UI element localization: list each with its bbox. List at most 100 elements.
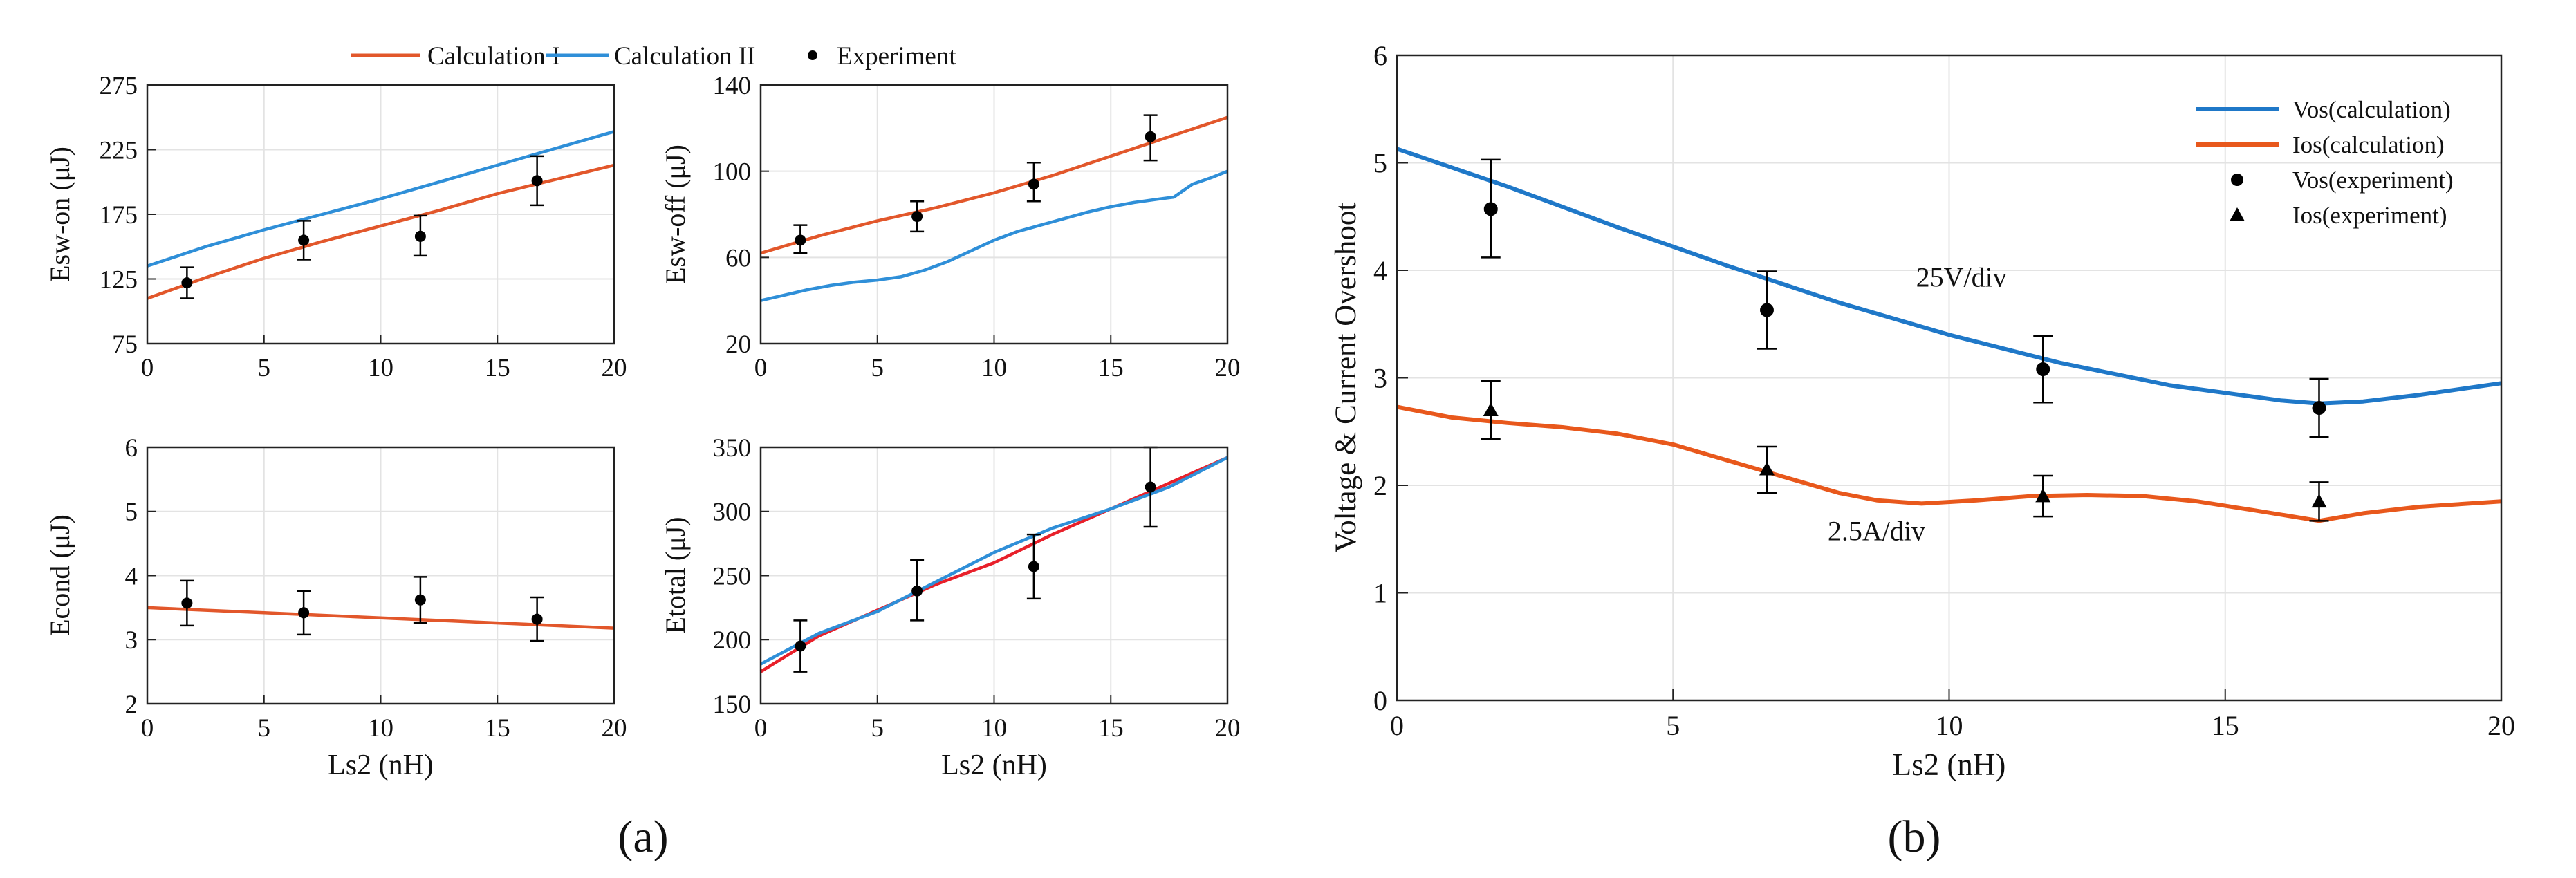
series-line-calculation-ii xyxy=(147,130,615,268)
annotation-2-5a-div: 2.5A/div xyxy=(1828,515,1925,546)
legend-marker-ios-experiment xyxy=(2230,207,2245,221)
x-tick-label-0: 0 xyxy=(754,354,768,382)
chart-overshoot: 0 5 10 15 20 0 1 2 3 4 5 6 Voltage & Current Oversho… xyxy=(1330,40,2515,782)
y-tick-label-1: 3 xyxy=(125,626,138,655)
chart-esw_on: 0 5 10 15 20 75 125 175 225 275 Esw-on (μJ) xyxy=(44,72,627,382)
y-tick-label-1: 60 xyxy=(725,244,751,272)
y-tick-label-0: 2 xyxy=(125,691,138,719)
y-tick-label-2: 100 xyxy=(713,158,752,187)
ios-experiment-point-3 xyxy=(2311,494,2327,508)
x-tick-label-0: 0 xyxy=(141,714,154,742)
y-tick-label-1: 125 xyxy=(100,265,138,294)
x-tick-label-2: 10 xyxy=(1936,710,1963,741)
x-axis-label: Ls2 (nH) xyxy=(1893,747,2006,782)
y-tick-label-3: 3 xyxy=(1373,363,1387,394)
experiment-point-3 xyxy=(1145,131,1156,142)
y-tick-label-3: 225 xyxy=(100,136,138,165)
vos-experiment-point-2 xyxy=(2036,362,2050,377)
experiment-point-2 xyxy=(1028,178,1039,190)
x-tick-label-2: 10 xyxy=(368,714,393,742)
x-tick-label-0: 0 xyxy=(754,714,768,742)
x-tick-label-2: 10 xyxy=(981,714,1007,742)
legend-label-experiment: Experiment xyxy=(837,42,956,71)
y-tick-label-2: 2 xyxy=(1373,470,1387,501)
y-axis-label: Esw-on (μJ) xyxy=(44,147,75,282)
experiment-point-0 xyxy=(181,597,193,609)
panel-label-a: (a) xyxy=(618,812,668,862)
x-tick-label-2: 10 xyxy=(368,354,393,382)
ios-experiment-point-1 xyxy=(1759,461,1775,476)
experiment-point-3 xyxy=(531,175,543,187)
x-tick-label-1: 5 xyxy=(1666,710,1680,741)
experiment-point-1 xyxy=(911,585,923,597)
experiment-point-2 xyxy=(414,594,426,606)
x-tick-label-3: 15 xyxy=(1098,714,1124,742)
experiment-point-0 xyxy=(795,640,806,652)
x-axis-label: Ls2 (nH) xyxy=(328,749,434,781)
experiment-point-1 xyxy=(911,211,923,223)
experiment-point-2 xyxy=(414,230,426,242)
series-line-vos-calculation- xyxy=(1396,147,2502,406)
y-tick-label-0: 20 xyxy=(725,330,751,359)
y-axis-label: Voltage & Current Overshoot xyxy=(1330,203,1362,553)
overshoot-legend: Vos(calculation) Ios(calculation) Vos(expe… xyxy=(2196,96,2454,229)
y-tick-label-1: 1 xyxy=(1373,578,1387,609)
x-tick-label-4: 20 xyxy=(2487,710,2515,741)
panel-a-legend: Calculation I Calculation II Experiment xyxy=(351,42,956,71)
ios-experiment-point-2 xyxy=(2035,488,2051,503)
y-tick-label-0: 150 xyxy=(713,691,752,719)
vos-experiment-point-1 xyxy=(1759,303,1774,317)
legend-label-vos-experiment: Vos(experiment) xyxy=(2292,167,2454,194)
experiment-point-0 xyxy=(795,234,806,246)
x-tick-label-1: 5 xyxy=(258,714,271,742)
x-tick-label-0: 0 xyxy=(141,354,154,382)
ios-experiment-point-0 xyxy=(1483,402,1499,416)
y-tick-label-3: 300 xyxy=(713,498,752,527)
legend-label-calculation-i: Calculation I xyxy=(427,42,560,71)
y-axis-label: Etotal (μJ) xyxy=(660,516,691,633)
vos-experiment-point-0 xyxy=(1483,202,1498,216)
y-tick-label-4: 4 xyxy=(1373,255,1387,286)
chart-econd: 0 5 10 15 20 2 3 4 5 6 Econd (μJ) Ls2 (nH) xyxy=(44,434,627,781)
experiment-point-2 xyxy=(1028,561,1039,572)
x-tick-label-3: 15 xyxy=(1098,354,1124,382)
y-tick-label-6: 6 xyxy=(1373,40,1387,71)
experiment-point-1 xyxy=(298,234,310,246)
y-tick-label-1: 200 xyxy=(713,626,752,655)
panel-label-b: (b) xyxy=(1888,812,1941,862)
y-tick-label-2: 4 xyxy=(125,562,138,590)
y-tick-label-4: 350 xyxy=(713,434,752,463)
x-tick-label-4: 20 xyxy=(1215,714,1241,742)
annotation-25v-div: 25V/div xyxy=(1916,261,2007,292)
series-line-ios-calculation- xyxy=(1396,404,2502,523)
y-tick-label-2: 250 xyxy=(713,562,752,590)
y-tick-label-4: 6 xyxy=(125,434,138,463)
y-tick-label-3: 5 xyxy=(125,498,138,527)
x-tick-label-4: 20 xyxy=(1215,354,1241,382)
legend-marker-experiment xyxy=(808,50,817,60)
x-tick-label-1: 5 xyxy=(871,354,884,382)
y-tick-label-5: 5 xyxy=(1373,148,1387,179)
legend-label-ios-calculation: Ios(calculation) xyxy=(2292,131,2445,158)
x-tick-label-3: 15 xyxy=(485,354,510,382)
experiment-point-1 xyxy=(298,607,310,619)
y-tick-label-2: 175 xyxy=(100,201,138,230)
x-axis-label: Ls2 (nH) xyxy=(941,749,1047,781)
x-tick-label-1: 5 xyxy=(871,714,884,742)
vos-experiment-point-3 xyxy=(2312,401,2326,415)
x-tick-label-4: 20 xyxy=(602,714,627,742)
x-tick-label-3: 15 xyxy=(2212,710,2239,741)
chart-etotal: 0 5 10 15 20 150 200 250 300 350 Etotal (μJ) Ls2 (n… xyxy=(660,434,1241,781)
x-tick-label-3: 15 xyxy=(485,714,510,742)
y-axis-label: Esw-off (μJ) xyxy=(660,144,691,284)
legend-marker-vos-experiment xyxy=(2231,174,2243,186)
x-tick-label-2: 10 xyxy=(981,354,1007,382)
experiment-point-3 xyxy=(531,613,543,625)
x-tick-label-4: 20 xyxy=(602,354,627,382)
y-tick-label-0: 0 xyxy=(1373,685,1387,716)
legend-label-ios-experiment: Ios(experiment) xyxy=(2292,202,2447,229)
x-tick-label-0: 0 xyxy=(1390,710,1404,741)
experiment-point-3 xyxy=(1145,481,1156,493)
legend-label-vos-calculation: Vos(calculation) xyxy=(2292,96,2451,123)
